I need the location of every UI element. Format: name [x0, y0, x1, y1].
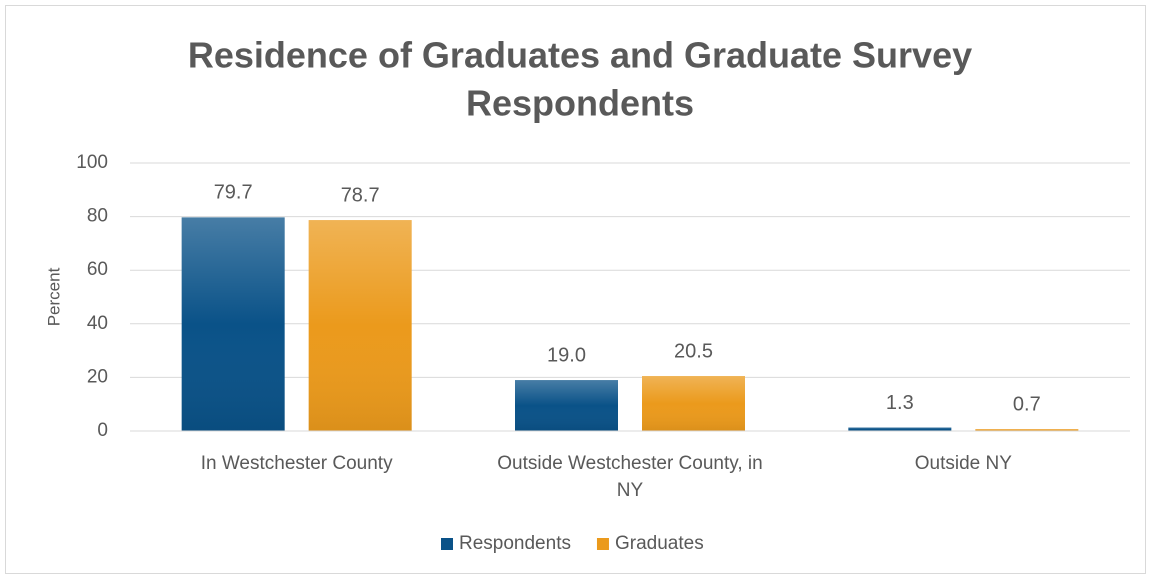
- x-tick-label: Outside NY: [914, 453, 1012, 474]
- legend-label: Graduates: [615, 533, 704, 554]
- bar-shine: [308, 220, 412, 431]
- bar-shine: [515, 380, 618, 431]
- x-tick-label: In Westchester County: [200, 453, 393, 474]
- y-axis-label: Percent: [44, 267, 63, 326]
- y-tick-label: 40: [87, 313, 108, 334]
- value-label: 78.7: [341, 184, 380, 206]
- chart-border: [5, 5, 1146, 574]
- y-tick-label: 60: [87, 259, 108, 280]
- y-tick-label: 80: [87, 206, 108, 227]
- value-label: 79.7: [214, 182, 253, 204]
- value-label: 20.5: [674, 340, 713, 362]
- y-tick-label: 100: [76, 152, 108, 173]
- bar-shine: [975, 429, 1079, 431]
- value-label: 19.0: [547, 344, 586, 366]
- y-tick-label: 20: [87, 366, 108, 387]
- chart-title: Respondents: [466, 83, 694, 124]
- value-label: 1.3: [886, 392, 914, 414]
- chart-title: Residence of Graduates and Graduate Surv…: [188, 35, 972, 76]
- legend-swatch: [596, 538, 609, 550]
- x-tick-label: Outside Westchester County, in NY: [497, 453, 763, 501]
- bar-shine: [181, 217, 285, 431]
- legend-label: Respondents: [459, 533, 571, 554]
- bar-shine: [642, 376, 745, 431]
- bar-shine: [848, 427, 952, 431]
- value-label: 0.7: [1013, 393, 1041, 415]
- y-tick-label: 0: [97, 420, 108, 441]
- legend-swatch: [441, 538, 453, 550]
